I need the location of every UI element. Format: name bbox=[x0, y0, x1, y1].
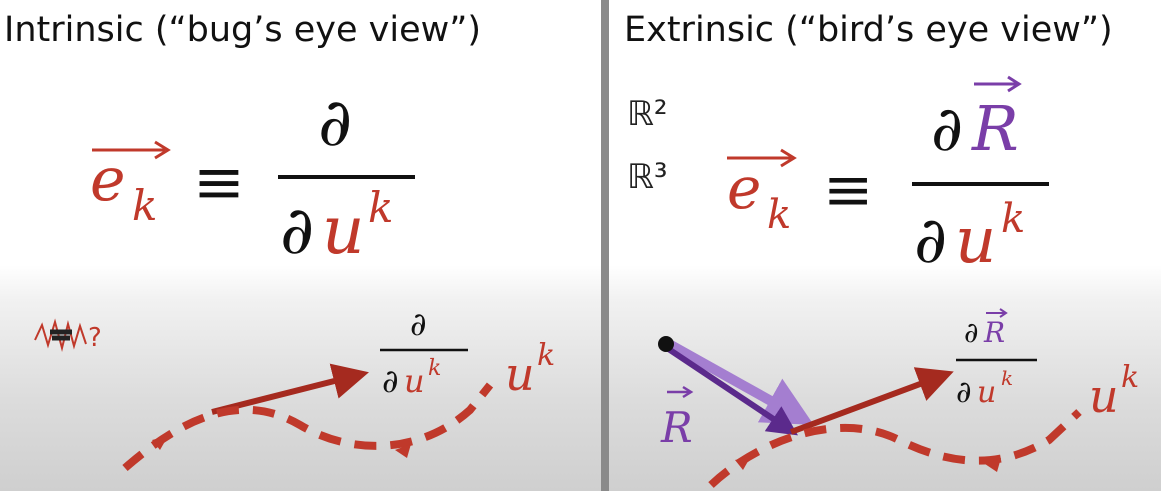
extrinsic-diagram: ℝ² ℝ³ e k ≡ ∂ R ∂ u k ∂ R ∂ u k bbox=[627, 75, 1139, 488]
curve-label-variable: u bbox=[1089, 369, 1119, 423]
position-label-head bbox=[682, 385, 694, 399]
curve-arrowhead-1 bbox=[152, 436, 168, 450]
position-vector-label: R bbox=[660, 403, 693, 452]
intrinsic-diagram: e k ≡ ∂ ∂ u k ? ∂ ∂ u k u k bbox=[34, 84, 555, 472]
small-numerator: ∂ bbox=[410, 305, 427, 343]
equivalence-symbol: ≡ bbox=[823, 155, 873, 225]
basis-vector-definition: e k ≡ ∂ R ∂ u k bbox=[727, 75, 1049, 278]
small-numerator-partial: ∂ bbox=[964, 316, 978, 349]
curve-label-variable: u bbox=[505, 347, 535, 401]
curve-label-superscript: k bbox=[537, 338, 555, 373]
tangent-vector-arrow bbox=[789, 367, 954, 435]
small-derivative-label: ∂ R ∂ u k bbox=[956, 308, 1037, 410]
basis-vector-symbol: e bbox=[90, 145, 126, 215]
numerator-partial: ∂ bbox=[931, 92, 963, 165]
curve-arrowhead-1 bbox=[735, 456, 751, 470]
denominator-superscript: k bbox=[368, 183, 393, 232]
curve-arrowhead-2 bbox=[395, 444, 411, 458]
scribble-mark bbox=[34, 318, 87, 352]
position-vector-arrow bbox=[665, 345, 798, 436]
small-denominator-variable: u bbox=[404, 362, 425, 400]
small-denominator-partial: ∂ bbox=[956, 375, 972, 410]
vector-arrow-head bbox=[780, 148, 797, 168]
small-denominator-partial: ∂ bbox=[382, 362, 399, 400]
numerator-partial: ∂ bbox=[318, 84, 352, 161]
scribble-fill bbox=[50, 329, 72, 341]
question-mark: ? bbox=[88, 323, 102, 353]
extrinsic-title: Extrinsic (“bird’s eye view”) bbox=[624, 10, 1113, 50]
coordinate-curve bbox=[122, 382, 494, 472]
intrinsic-title: Intrinsic (“bug’s eye view”) bbox=[4, 10, 482, 50]
small-denominator-superscript: k bbox=[1001, 366, 1013, 390]
numerator-vector-head bbox=[1007, 75, 1022, 93]
basis-vector-subscript: k bbox=[132, 181, 157, 230]
space-r2-label: ℝ² bbox=[627, 94, 668, 134]
intrinsic-panel: Intrinsic (“bug’s eye view”) e k ≡ ∂ ∂ u… bbox=[0, 0, 605, 491]
curve-arrowhead-2 bbox=[985, 458, 1001, 472]
denominator-partial: ∂ bbox=[280, 192, 314, 269]
scribble-annotation: ? bbox=[34, 318, 102, 353]
small-vector-head bbox=[999, 308, 1008, 318]
denominator-partial: ∂ bbox=[914, 204, 947, 278]
small-denominator-superscript: k bbox=[428, 356, 441, 381]
denominator-variable: u bbox=[322, 192, 365, 269]
space-r3-label: ℝ³ bbox=[627, 157, 668, 197]
coordinate-curve bbox=[708, 409, 1082, 488]
small-numerator-vector: R bbox=[983, 316, 1005, 349]
basis-vector-symbol: e bbox=[727, 154, 761, 222]
curve-label-superscript: k bbox=[1121, 360, 1139, 395]
extrinsic-panel: Extrinsic (“bird’s eye view”) ℝ² ℝ³ e k … bbox=[609, 0, 1161, 491]
origin-point bbox=[658, 336, 674, 352]
basis-vector-subscript: k bbox=[767, 192, 791, 238]
denominator-superscript: k bbox=[1001, 196, 1025, 242]
panel-divider bbox=[601, 0, 609, 491]
equivalence-symbol: ≡ bbox=[193, 145, 245, 218]
small-derivative-label: ∂ ∂ u k bbox=[380, 305, 468, 400]
small-denominator-variable: u bbox=[977, 375, 996, 410]
denominator-variable: u bbox=[955, 204, 996, 278]
vector-arrow-head bbox=[154, 140, 171, 160]
basis-vector-definition: e k ≡ ∂ ∂ u k bbox=[90, 84, 415, 269]
numerator-position-vector: R bbox=[971, 92, 1019, 165]
tangent-vector-arrow bbox=[211, 363, 369, 415]
